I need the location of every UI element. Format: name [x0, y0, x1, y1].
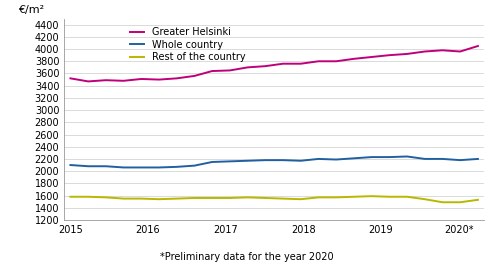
Greater Helsinki	[369, 55, 374, 59]
Greater Helsinki	[316, 60, 322, 63]
Greater Helsinki	[440, 49, 446, 52]
Rest of the country	[227, 196, 233, 200]
Whole country	[192, 164, 198, 167]
Greater Helsinki	[192, 74, 198, 77]
Rest of the country	[103, 196, 109, 199]
Whole country	[262, 158, 268, 162]
Rest of the country	[298, 198, 304, 201]
Whole country	[227, 160, 233, 163]
Whole country	[138, 166, 144, 169]
Whole country	[369, 156, 374, 159]
Line: Rest of the country: Rest of the country	[71, 196, 478, 202]
Whole country	[457, 158, 463, 162]
Line: Greater Helsinki: Greater Helsinki	[71, 46, 478, 81]
Whole country	[440, 157, 446, 161]
Whole country	[245, 159, 250, 162]
Greater Helsinki	[280, 62, 286, 65]
Rest of the country	[68, 195, 74, 198]
Whole country	[103, 165, 109, 168]
Whole country	[68, 164, 74, 167]
Rest of the country	[262, 196, 268, 200]
Greater Helsinki	[262, 65, 268, 68]
Whole country	[209, 160, 215, 164]
Rest of the country	[316, 196, 322, 199]
Whole country	[121, 166, 126, 169]
Rest of the country	[333, 196, 339, 199]
Greater Helsinki	[103, 79, 109, 82]
Whole country	[333, 158, 339, 161]
Greater Helsinki	[333, 60, 339, 63]
Rest of the country	[156, 198, 162, 201]
Greater Helsinki	[457, 50, 463, 53]
Rest of the country	[457, 201, 463, 204]
Whole country	[156, 166, 162, 169]
Whole country	[85, 165, 91, 168]
Text: *Preliminary data for the year 2020: *Preliminary data for the year 2020	[160, 252, 334, 262]
Greater Helsinki	[404, 52, 410, 56]
Rest of the country	[192, 196, 198, 200]
Legend: Greater Helsinki, Whole country, Rest of the country: Greater Helsinki, Whole country, Rest of…	[128, 25, 248, 64]
Greater Helsinki	[68, 77, 74, 80]
Whole country	[386, 156, 392, 159]
Rest of the country	[280, 197, 286, 200]
Greater Helsinki	[209, 69, 215, 73]
Rest of the country	[440, 201, 446, 204]
Rest of the country	[138, 197, 144, 200]
Greater Helsinki	[174, 77, 180, 80]
Line: Whole country: Whole country	[71, 156, 478, 167]
Greater Helsinki	[475, 45, 481, 48]
Rest of the country	[121, 197, 126, 200]
Rest of the country	[85, 195, 91, 198]
Whole country	[404, 155, 410, 158]
Greater Helsinki	[138, 77, 144, 81]
Whole country	[280, 158, 286, 162]
Whole country	[422, 157, 428, 161]
Whole country	[351, 157, 357, 160]
Text: €/m²: €/m²	[18, 5, 44, 15]
Greater Helsinki	[85, 80, 91, 83]
Rest of the country	[209, 196, 215, 200]
Greater Helsinki	[298, 62, 304, 65]
Greater Helsinki	[386, 54, 392, 57]
Rest of the country	[386, 195, 392, 198]
Greater Helsinki	[156, 78, 162, 81]
Rest of the country	[245, 196, 250, 199]
Greater Helsinki	[245, 66, 250, 69]
Whole country	[475, 157, 481, 161]
Rest of the country	[404, 195, 410, 198]
Greater Helsinki	[121, 79, 126, 82]
Rest of the country	[422, 198, 428, 201]
Rest of the country	[174, 197, 180, 200]
Greater Helsinki	[227, 69, 233, 72]
Rest of the country	[475, 198, 481, 201]
Whole country	[174, 165, 180, 169]
Whole country	[316, 157, 322, 161]
Greater Helsinki	[422, 50, 428, 53]
Rest of the country	[351, 195, 357, 198]
Rest of the country	[369, 195, 374, 198]
Greater Helsinki	[351, 57, 357, 60]
Whole country	[298, 159, 304, 162]
